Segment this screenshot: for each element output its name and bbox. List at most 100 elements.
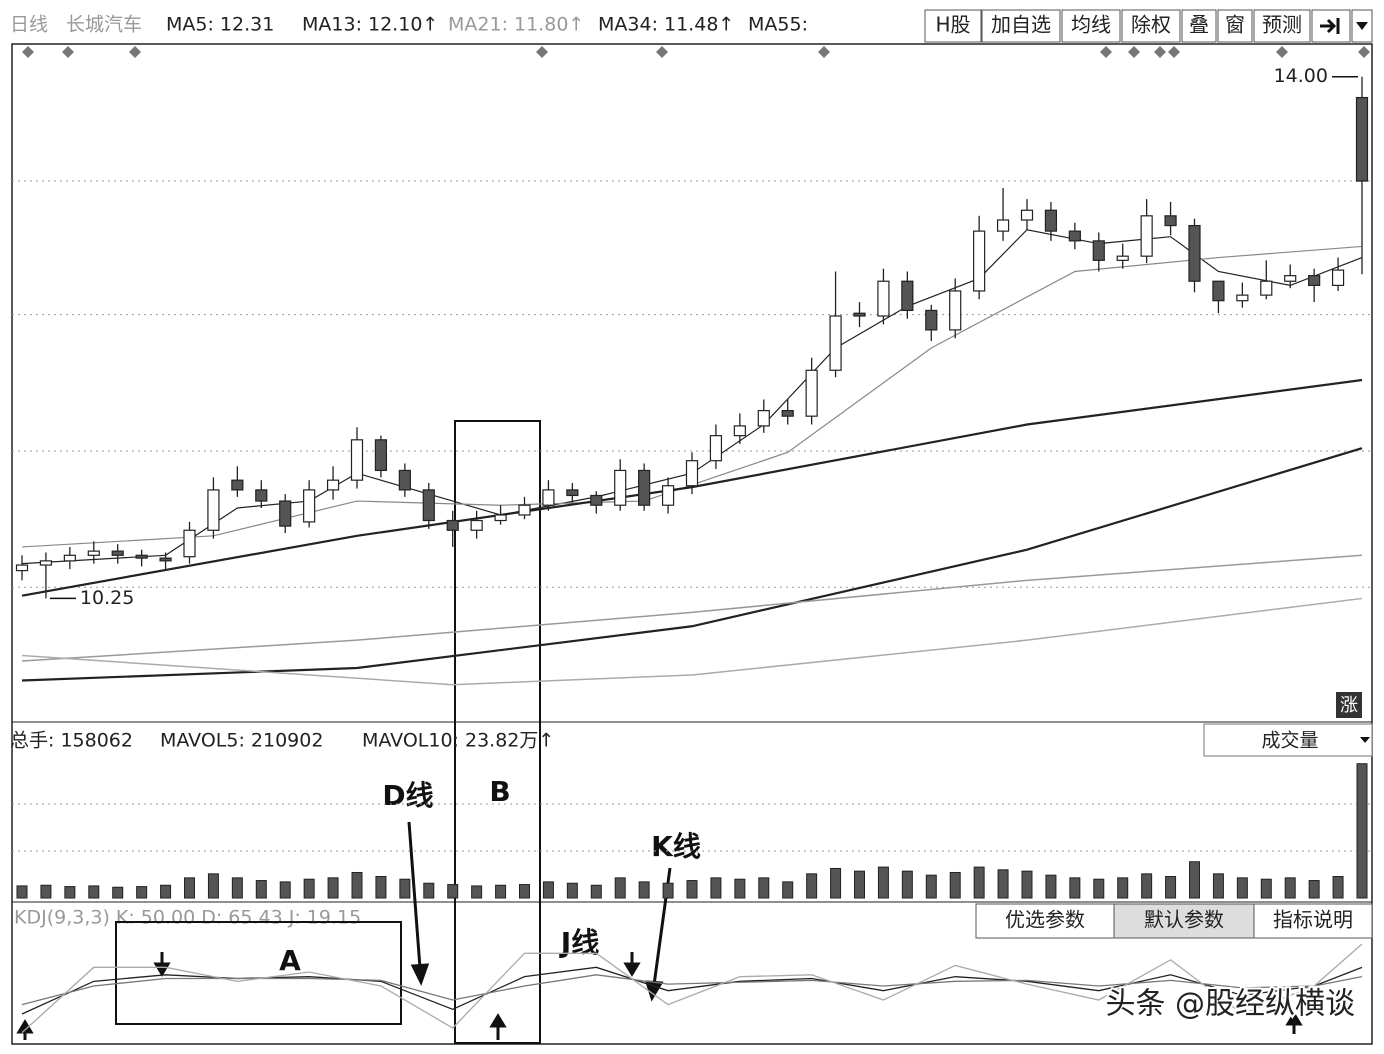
candle-body — [470, 519, 483, 531]
ma-label: MA13: 12.10↑ — [302, 14, 438, 36]
box-b — [454, 420, 541, 1044]
candle-body — [566, 489, 579, 497]
frame — [11, 43, 1373, 1045]
volume-bar — [1165, 876, 1177, 899]
line-series — [21, 245, 1363, 548]
volume-bar — [1045, 874, 1057, 899]
volume-bar — [1332, 876, 1344, 899]
candle-body — [1164, 215, 1177, 227]
candle-body — [207, 489, 220, 531]
volume-bar — [590, 884, 602, 899]
candle-body — [590, 494, 603, 506]
candle-body — [638, 469, 651, 506]
rise-button[interactable]: 涨 — [1340, 695, 1358, 716]
volume-bar — [1117, 877, 1129, 899]
volume-bar — [1284, 877, 1296, 899]
toolbar-button[interactable] — [1253, 9, 1311, 43]
volume-bar — [758, 877, 770, 899]
dropdown[interactable] — [1203, 723, 1373, 757]
candle-body — [231, 479, 244, 491]
volume-bar — [255, 880, 267, 899]
volume-bar — [854, 870, 865, 899]
candle-body — [374, 439, 388, 472]
toolbar-label[interactable]: 叠 — [1189, 13, 1209, 37]
volume-bar — [925, 874, 937, 899]
candle-body — [255, 489, 268, 502]
candle-body — [542, 489, 555, 506]
toolbar-button[interactable] — [1181, 9, 1217, 43]
volume-bar — [1021, 870, 1033, 899]
period: 日线 — [10, 14, 48, 36]
volume-bar — [136, 886, 148, 899]
volume-bar — [184, 877, 195, 899]
toolbar-label[interactable]: 加自选 — [991, 13, 1051, 37]
volume-bar — [303, 878, 315, 899]
rise-button-bg[interactable] — [1336, 692, 1362, 718]
candle-body — [1355, 96, 1369, 182]
volume-bar — [351, 871, 363, 899]
volume-bar — [997, 869, 1009, 899]
candle-body — [1260, 280, 1273, 296]
dropdown-label[interactable]: 成交量 — [1261, 730, 1318, 752]
kdj-button-label[interactable]: 默认参数 — [1144, 908, 1224, 932]
kdj-button-label[interactable]: 优选参数 — [1005, 908, 1085, 932]
candle-body — [1116, 255, 1129, 261]
volume-bar — [566, 882, 578, 899]
volume-bar — [686, 880, 698, 899]
candle-body — [422, 489, 435, 522]
volume-bar — [1093, 878, 1105, 899]
volume-bar — [1356, 763, 1368, 899]
volume-bar — [710, 877, 722, 899]
volume-bar — [16, 885, 28, 899]
candle-body — [39, 560, 53, 566]
volume-bar — [495, 884, 507, 899]
toolbar-label[interactable]: 除权 — [1131, 13, 1171, 37]
toolbar-button[interactable] — [924, 9, 982, 43]
ma-label: MA5: 12.31 — [166, 14, 274, 36]
candle-body — [15, 564, 29, 572]
candle-body — [829, 315, 842, 371]
toolbar-button[interactable] — [981, 9, 1061, 43]
volume-bar — [662, 882, 674, 899]
toolbar-button[interactable] — [1217, 9, 1253, 43]
candle-body — [1236, 294, 1249, 302]
candle-body — [1044, 209, 1058, 232]
candle-body — [159, 557, 172, 562]
volume-bar — [160, 884, 172, 899]
toolbar-button[interactable] — [1061, 9, 1121, 43]
volume-bar — [231, 877, 243, 899]
plot: 14.00 10.25 — [12, 65, 1372, 1034]
volume-bar — [1141, 873, 1153, 899]
kdj-button[interactable] — [975, 903, 1115, 939]
candle-body — [1020, 209, 1034, 221]
line-series — [21, 974, 1363, 1006]
annotation-j: J线 — [559, 926, 599, 959]
volume-bar — [207, 873, 219, 899]
toolbar-label[interactable]: 窗 — [1225, 13, 1245, 37]
volume-bar — [471, 885, 483, 899]
candle-body — [1212, 280, 1225, 302]
kdj-button-label[interactable]: 指标说明 — [1273, 908, 1353, 932]
kdj-button[interactable] — [1253, 903, 1373, 939]
annotation-k: K线 — [651, 830, 701, 863]
line-series — [21, 943, 1363, 1034]
toolbar-button[interactable] — [1121, 9, 1181, 43]
toolbar-label[interactable]: 预测 — [1262, 13, 1302, 37]
volume-bar — [519, 884, 530, 899]
volume-bar — [88, 885, 100, 899]
candle-body — [781, 410, 794, 417]
annotation-a: A — [279, 944, 301, 977]
candle-body — [1140, 215, 1153, 257]
line-series — [21, 229, 1363, 565]
line-series — [21, 597, 1363, 686]
candle-body — [1284, 275, 1297, 282]
volume-bar — [734, 878, 746, 899]
toolbar-label[interactable]: H股 — [935, 13, 970, 37]
toolbar-label[interactable]: 均线 — [1071, 13, 1111, 37]
volume-bar — [973, 866, 985, 899]
volume-bar — [399, 878, 411, 899]
candle-body — [709, 435, 723, 462]
ma-label: MA55: — [748, 14, 808, 36]
candle-body — [303, 489, 316, 523]
